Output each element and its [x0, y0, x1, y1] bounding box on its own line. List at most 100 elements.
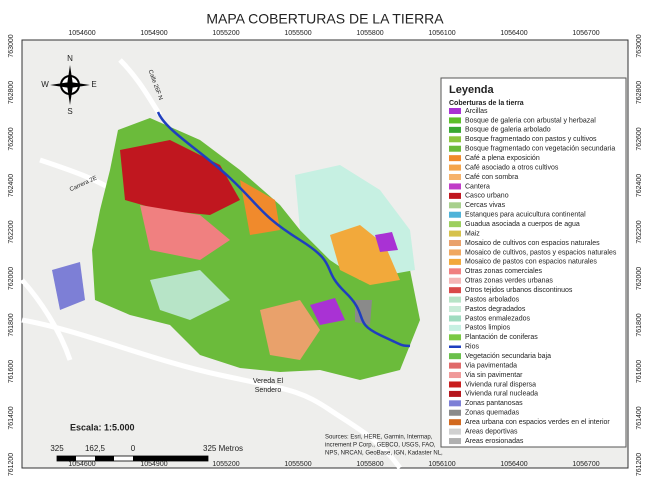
scale-label: 325 Metros	[203, 444, 243, 453]
legend-swatch	[449, 164, 461, 171]
legend-swatch	[449, 315, 461, 322]
legend-items: Arcillas Bosque de galeria con arbustal y…	[449, 108, 617, 445]
legend-label: Mosaico de pastos con espacios naturales	[465, 259, 597, 266]
compass-arrows	[50, 65, 90, 105]
y-coord-left: 761600	[8, 360, 15, 383]
x-coord-top: 1055500	[284, 30, 311, 37]
legend-swatch	[449, 258, 461, 265]
area	[52, 262, 85, 310]
x-coord-top: 1056700	[572, 30, 599, 37]
legend-label: Maiz	[465, 230, 480, 237]
legend-label: Otras zonas verdes urbanas	[465, 278, 553, 285]
legend-swatch	[449, 126, 461, 133]
source-line: Sources: Esri, HERE, Garmin, Intermap,	[325, 435, 433, 441]
y-coord-right: 761800	[636, 313, 643, 336]
x-coord-top: 1056100	[428, 30, 455, 37]
legend-label: Cercas vivas	[465, 202, 506, 209]
y-coord-right: 761400	[636, 406, 643, 429]
y-coord-left: 762200	[8, 220, 15, 243]
legend-label: Zonas pantanosas	[465, 400, 523, 407]
x-coord-bottom: 1055200	[212, 461, 239, 468]
area	[120, 140, 240, 215]
legend-label: Area urbana con espacios verdes en el in…	[465, 419, 610, 426]
legend-swatch	[449, 221, 461, 228]
legend-swatch	[449, 117, 461, 124]
y-coord-left: 761800	[8, 313, 15, 336]
legend-swatch	[449, 438, 461, 445]
legend-subtitle: Coberturas de la tierra	[449, 100, 524, 107]
x-coord-top: 1056400	[500, 30, 527, 37]
y-coord-left: 762800	[8, 81, 15, 104]
legend-label: Bosque de galeria arbolado	[465, 127, 551, 134]
source-line: NPS, NRCAN, GeoBase, IGN, Kadaster NL,	[325, 451, 443, 457]
legend-label: Mosaico de cultivos, pastos y espacios n…	[465, 249, 617, 256]
legend-label: Otras zonas comerciales	[465, 268, 543, 275]
legend-title: Leyenda	[449, 84, 495, 96]
legend-swatch	[449, 400, 461, 407]
legend-swatch	[449, 409, 461, 416]
x-coord-bottom: 1056700	[572, 461, 599, 468]
legend-box	[440, 77, 627, 448]
legend-label: Vegetación secundaria baja	[465, 353, 551, 360]
legend-swatch	[449, 155, 461, 162]
x-coord-bottom: 1054900	[140, 461, 167, 468]
area	[150, 270, 230, 320]
legend-label: Areas erosionadas	[465, 438, 524, 445]
y-coord-right: 761200	[636, 453, 643, 476]
compass-s: S	[67, 107, 72, 116]
legend-swatch	[449, 183, 461, 190]
legend-label: Areas deportivas	[465, 428, 518, 435]
legend-label: Zonas quemadas	[465, 410, 520, 417]
x-coord-bottom: 1056400	[500, 461, 527, 468]
legend-swatch	[449, 136, 461, 143]
legend-swatch	[449, 108, 461, 114]
legend-label: Plantación de coniferas	[465, 334, 538, 341]
legend-label: Café asociado a otros cultivos	[465, 164, 559, 171]
legend-label: Pastos degradados	[465, 306, 526, 313]
scale-segment	[95, 456, 114, 461]
legend-swatch	[449, 296, 461, 303]
legend-swatch	[449, 192, 461, 199]
legend-label: Estanques para acuicultura continental	[465, 212, 586, 219]
legend-label: Bosque de galeria con arbustal y herbaza…	[465, 117, 596, 124]
x-coord-bottom: 1055800	[356, 461, 383, 468]
legend-swatch	[449, 287, 461, 294]
y-coord-right: 762800	[636, 81, 643, 104]
legend-swatch	[449, 381, 461, 388]
legend-label: Mosaico de cultivos con espacios natural…	[465, 240, 600, 247]
area	[330, 225, 400, 285]
legend-swatch	[449, 419, 461, 426]
x-coord-top: 1054900	[140, 30, 167, 37]
area	[355, 300, 372, 325]
legend-swatch	[449, 277, 461, 284]
legend-label: Bosque fragmentado con vegetación secund…	[465, 146, 615, 153]
area	[375, 232, 398, 252]
legend-swatch	[449, 211, 461, 218]
scale-bar	[56, 455, 209, 462]
legend-label: Pastos arbolados	[465, 296, 520, 303]
compass: N S E W	[41, 54, 96, 116]
y-coord-right: 762600	[636, 127, 643, 150]
x-coord-top: 1055800	[356, 30, 383, 37]
y-coord-left: 761200	[8, 453, 15, 476]
area	[310, 298, 345, 325]
legend-label: Via sin pavimentar	[465, 372, 523, 379]
legend-swatch	[449, 372, 461, 379]
legend-swatch	[449, 230, 461, 237]
y-coord-left: 762600	[8, 127, 15, 150]
x-coord-bottom: 1054600	[68, 461, 95, 468]
compass-w: W	[41, 80, 49, 89]
sources: Sources: Esri, HERE, Garmin, Intermap, in…	[325, 435, 443, 457]
legend-label: Bosque fragmentado con pastos y cultivos	[465, 136, 597, 143]
legend-swatch	[449, 202, 461, 209]
legend-label: Guadua asociada a cuerpos de agua	[465, 221, 580, 228]
legend-swatch	[449, 145, 461, 152]
legend-swatch	[449, 240, 461, 247]
legend-label: Rios	[465, 344, 480, 351]
x-coord-bottom: 1056100	[428, 461, 455, 468]
area	[140, 205, 230, 260]
y-coord-right: 762400	[636, 174, 643, 197]
scale-label: 0	[131, 444, 136, 453]
legend-label: Otros tejidos urbanos discontinuos	[465, 287, 573, 294]
